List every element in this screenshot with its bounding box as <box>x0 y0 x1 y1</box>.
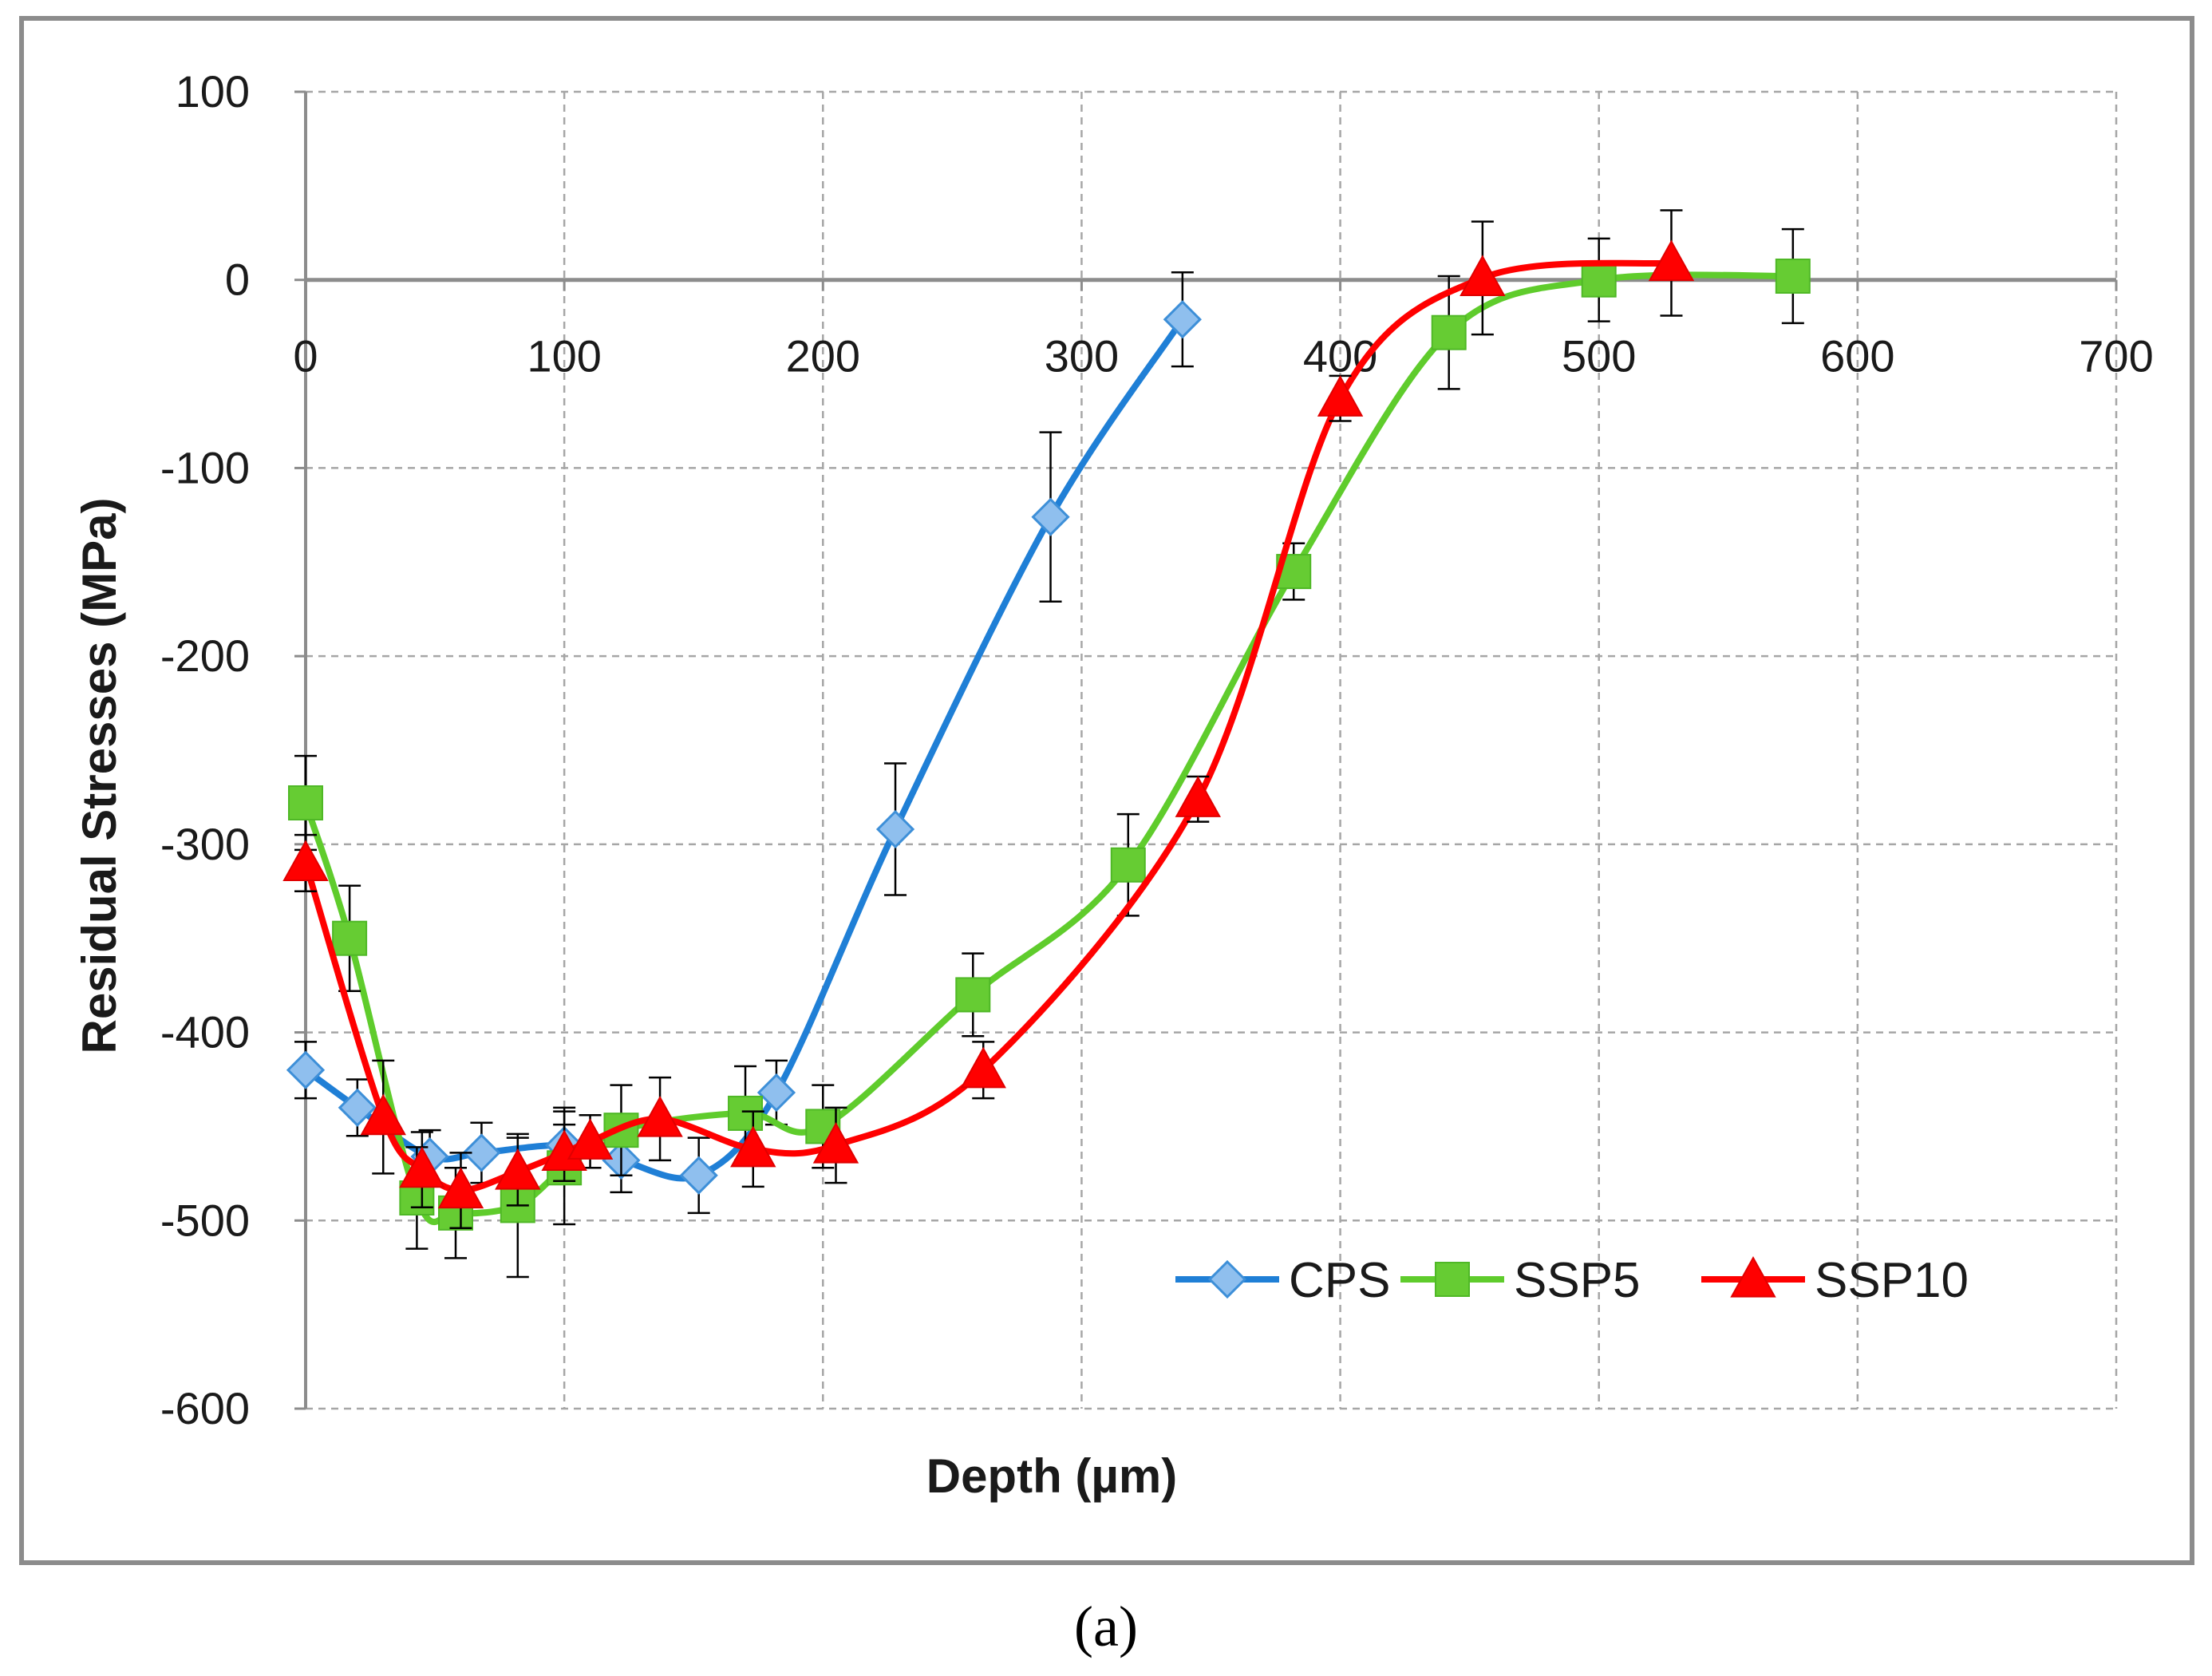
data-point-ssp10 <box>960 1046 1006 1089</box>
legend-item-ssp5: SSP5 <box>1400 1253 1641 1308</box>
data-point-ssp5 <box>1431 314 1467 350</box>
data-point-ssp10 <box>399 1146 445 1188</box>
legend-item-cps: CPS <box>1175 1253 1390 1308</box>
data-point-cps <box>338 1088 377 1127</box>
y-axis-title: Residual Stresses (MPa) <box>73 498 126 1054</box>
data-point-ssp10 <box>1175 776 1221 817</box>
x-tick-label: 0 <box>293 331 318 381</box>
y-tick-label: -200 <box>160 630 250 681</box>
series-ssp10 <box>282 209 1695 1229</box>
legend: CPS SSP5 SSP10 <box>1175 1253 1969 1308</box>
data-point-cps <box>756 1073 796 1113</box>
x-axis-title: Depth (µm) <box>926 1449 1178 1503</box>
legend-label-ssp5: SSP5 <box>1514 1253 1641 1308</box>
grid <box>306 90 2118 1410</box>
data-point-ssp5 <box>955 977 991 1013</box>
y-tick-label: -300 <box>160 819 250 869</box>
legend-label-cps: CPS <box>1289 1253 1390 1308</box>
data-point-ssp5 <box>288 785 323 820</box>
data-point-ssp5 <box>1775 259 1811 294</box>
data-point-ssp5 <box>332 920 368 956</box>
x-tick-label: 200 <box>786 331 860 381</box>
data-point-ssp10 <box>812 1121 859 1164</box>
data-point-ssp10 <box>567 1118 614 1160</box>
x-tick-label: 100 <box>527 331 601 381</box>
figure-caption: (a) <box>1074 1595 1138 1658</box>
series <box>282 209 1811 1279</box>
legend-label-ssp10: SSP10 <box>1815 1253 1969 1308</box>
y-tick-label: -100 <box>160 442 250 492</box>
y-tick-label: -600 <box>160 1383 250 1433</box>
data-point-ssp10 <box>495 1148 541 1190</box>
legend-marker-ssp10 <box>1730 1255 1776 1298</box>
data-point-ssp10 <box>437 1167 484 1209</box>
data-point-ssp10 <box>282 840 329 882</box>
data-point-cps <box>286 1050 326 1089</box>
y-tick-label: -500 <box>160 1195 250 1245</box>
data-point-ssp5 <box>1110 847 1146 883</box>
data-point-ssp5 <box>728 1095 764 1131</box>
x-tick-label: 600 <box>1820 331 1894 381</box>
data-point-cps <box>462 1133 501 1172</box>
x-tick-label: 500 <box>1562 331 1636 381</box>
data-point-ssp10 <box>1460 255 1506 296</box>
legend-item-ssp10: SSP10 <box>1701 1253 1969 1308</box>
data-point-ssp10 <box>1648 239 1695 282</box>
y-tick-label: 0 <box>225 255 250 305</box>
data-point-ssp10 <box>730 1125 776 1168</box>
data-point-cps <box>679 1156 718 1195</box>
data-point-ssp10 <box>637 1095 683 1137</box>
data-point-cps <box>1163 300 1202 339</box>
x-tick-label: 300 <box>1045 331 1119 381</box>
chart-frame <box>19 16 2194 1565</box>
y-tick-label: -400 <box>160 1007 250 1057</box>
data-point-ssp5 <box>1581 262 1617 298</box>
x-tick-label: 700 <box>2079 331 2153 381</box>
legend-marker-ssp5 <box>1435 1262 1470 1297</box>
data-point-cps <box>1031 497 1070 536</box>
data-point-ssp10 <box>360 1093 406 1136</box>
y-tick-label: 100 <box>176 66 250 117</box>
legend-marker-cps <box>1207 1259 1247 1299</box>
data-point-ssp10 <box>1317 375 1364 417</box>
data-point-cps <box>875 809 915 849</box>
